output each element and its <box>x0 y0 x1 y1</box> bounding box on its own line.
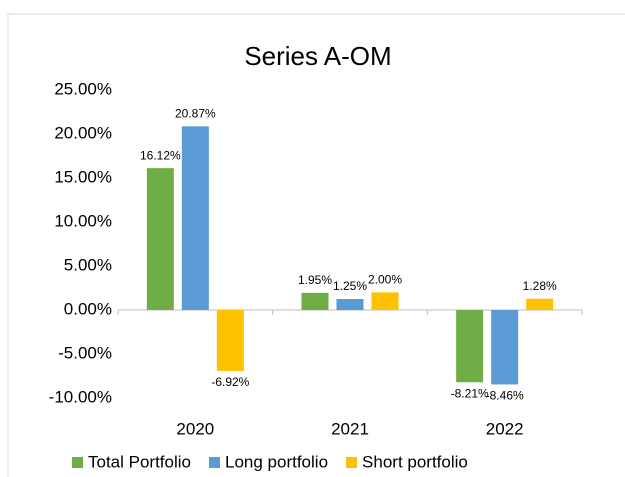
y-tick-label: -10.00% <box>49 387 112 406</box>
bar <box>146 168 174 310</box>
y-tick-label: 5.00% <box>64 255 112 274</box>
data-label: -8.46% <box>486 389 524 403</box>
y-tick-label: 15.00% <box>54 167 112 186</box>
data-label: -6.92% <box>211 375 249 389</box>
data-label: -8.21% <box>451 386 489 400</box>
chart-title: Series A-OM <box>244 41 391 71</box>
x-tick-label: 2020 <box>176 419 214 438</box>
data-label: 2.00% <box>368 273 402 287</box>
y-tick-label: 25.00% <box>54 79 112 98</box>
bar <box>456 310 484 383</box>
bar <box>336 299 364 310</box>
data-label: 1.25% <box>333 279 367 293</box>
x-tick-label: 2022 <box>486 419 524 438</box>
legend-swatch <box>346 457 358 468</box>
legend-swatch <box>209 457 220 468</box>
data-label: 1.95% <box>298 273 332 287</box>
y-tick-label: 0.00% <box>64 299 112 318</box>
bar <box>216 310 244 371</box>
bar <box>526 298 554 310</box>
y-tick-label: 10.00% <box>54 211 112 230</box>
bar <box>181 126 209 311</box>
data-label: 20.87% <box>175 107 216 121</box>
y-tick-label: -5.00% <box>58 343 112 362</box>
legend-swatch <box>72 457 83 468</box>
bar <box>301 292 329 310</box>
data-label: 16.12% <box>140 148 181 162</box>
bar <box>491 310 519 385</box>
bar <box>371 292 399 310</box>
legend-label: Short portfolio <box>362 452 468 471</box>
legend-label: Total Portfolio <box>88 452 191 471</box>
data-label: 1.28% <box>523 279 557 293</box>
y-tick-label: 20.00% <box>54 123 112 142</box>
x-tick-label: 2021 <box>331 419 369 438</box>
legend-label: Long portfolio <box>225 452 328 471</box>
